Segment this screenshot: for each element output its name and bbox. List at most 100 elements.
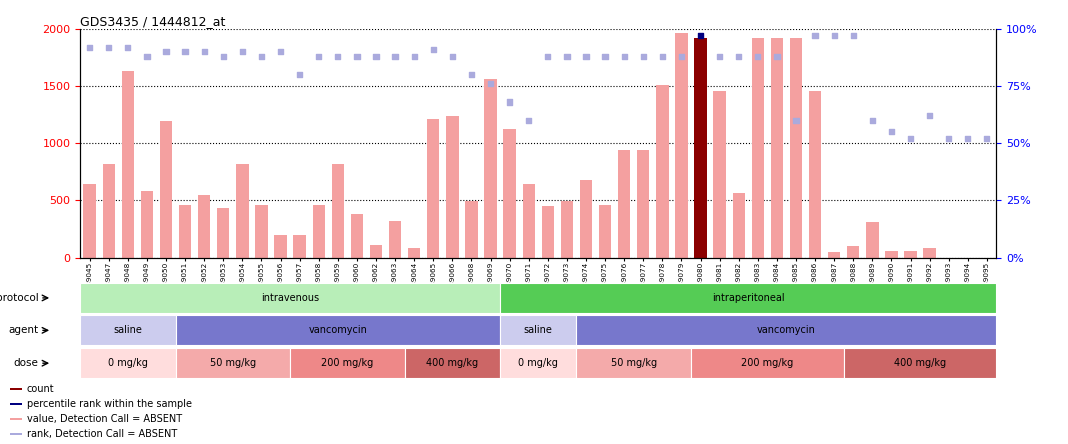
Bar: [405, 348, 500, 378]
Point: [539, 53, 556, 60]
Point: [387, 53, 404, 60]
Bar: [808, 91, 821, 258]
Bar: [733, 194, 744, 258]
Bar: [656, 85, 669, 258]
Point: [883, 128, 900, 135]
Point: [520, 117, 537, 124]
Bar: [274, 235, 286, 258]
Point: [215, 53, 232, 60]
Point: [139, 53, 156, 60]
Bar: [80, 315, 175, 345]
Text: intraperitoneal: intraperitoneal: [712, 293, 785, 303]
Bar: [427, 119, 439, 258]
Text: value, Detection Call = ABSENT: value, Detection Call = ABSENT: [27, 414, 182, 424]
Bar: [577, 315, 996, 345]
Point: [559, 53, 576, 60]
Bar: [370, 245, 382, 258]
Bar: [541, 206, 554, 258]
Point: [176, 48, 193, 55]
Bar: [350, 214, 363, 258]
Text: 200 mg/kg: 200 mg/kg: [321, 358, 374, 368]
Text: count: count: [27, 384, 54, 394]
Point: [310, 53, 327, 60]
Bar: [83, 184, 96, 258]
Bar: [11, 403, 22, 405]
Bar: [255, 205, 268, 258]
Point: [597, 53, 614, 60]
Point: [578, 53, 595, 60]
Point: [711, 53, 728, 60]
Bar: [446, 116, 458, 258]
Point: [787, 117, 804, 124]
Bar: [80, 283, 500, 313]
Text: 50 mg/kg: 50 mg/kg: [611, 358, 657, 368]
Text: GDS3435 / 1444812_at: GDS3435 / 1444812_at: [80, 15, 225, 28]
Bar: [790, 38, 802, 258]
Bar: [675, 33, 688, 258]
Text: rank, Detection Call = ABSENT: rank, Detection Call = ABSENT: [27, 429, 177, 439]
Point: [826, 32, 843, 39]
Text: 0 mg/kg: 0 mg/kg: [108, 358, 147, 368]
Text: intravenous: intravenous: [261, 293, 319, 303]
Text: percentile rank within the sample: percentile rank within the sample: [27, 399, 192, 409]
Bar: [844, 348, 996, 378]
Point: [768, 53, 785, 60]
Bar: [485, 79, 497, 258]
Bar: [599, 205, 611, 258]
Bar: [466, 202, 477, 258]
Point: [673, 53, 690, 60]
Point: [195, 48, 213, 55]
Bar: [694, 38, 707, 258]
Bar: [828, 252, 841, 258]
Bar: [313, 205, 325, 258]
Bar: [500, 315, 577, 345]
Bar: [866, 222, 879, 258]
Point: [462, 71, 480, 78]
Point: [615, 53, 632, 60]
Text: saline: saline: [523, 325, 553, 335]
Point: [959, 135, 976, 142]
Bar: [217, 208, 230, 258]
Text: agent: agent: [9, 325, 38, 335]
Text: 50 mg/kg: 50 mg/kg: [209, 358, 256, 368]
Bar: [638, 150, 649, 258]
Point: [692, 32, 709, 39]
Bar: [11, 418, 22, 420]
Point: [750, 53, 767, 60]
Bar: [713, 91, 726, 258]
Bar: [160, 122, 172, 258]
Bar: [175, 315, 500, 345]
Text: vancomycin: vancomycin: [757, 325, 816, 335]
Bar: [179, 205, 191, 258]
Bar: [80, 348, 175, 378]
Bar: [408, 248, 421, 258]
Point: [100, 44, 117, 51]
Point: [634, 53, 651, 60]
Point: [234, 48, 251, 55]
Text: saline: saline: [113, 325, 142, 335]
Text: vancomycin: vancomycin: [309, 325, 367, 335]
Point: [348, 53, 365, 60]
Bar: [618, 150, 630, 258]
Bar: [500, 348, 577, 378]
Text: 0 mg/kg: 0 mg/kg: [518, 358, 559, 368]
Bar: [11, 433, 22, 435]
Point: [978, 135, 995, 142]
Bar: [103, 164, 115, 258]
Bar: [11, 388, 22, 390]
Bar: [905, 251, 916, 258]
Text: 200 mg/kg: 200 mg/kg: [741, 358, 794, 368]
Bar: [561, 202, 574, 258]
Bar: [198, 194, 210, 258]
Bar: [691, 348, 844, 378]
Point: [902, 135, 920, 142]
Bar: [500, 283, 996, 313]
Point: [654, 53, 671, 60]
Bar: [294, 235, 305, 258]
Point: [292, 71, 309, 78]
Bar: [885, 251, 897, 258]
Point: [329, 53, 346, 60]
Bar: [924, 248, 936, 258]
Bar: [847, 246, 860, 258]
Point: [367, 53, 384, 60]
